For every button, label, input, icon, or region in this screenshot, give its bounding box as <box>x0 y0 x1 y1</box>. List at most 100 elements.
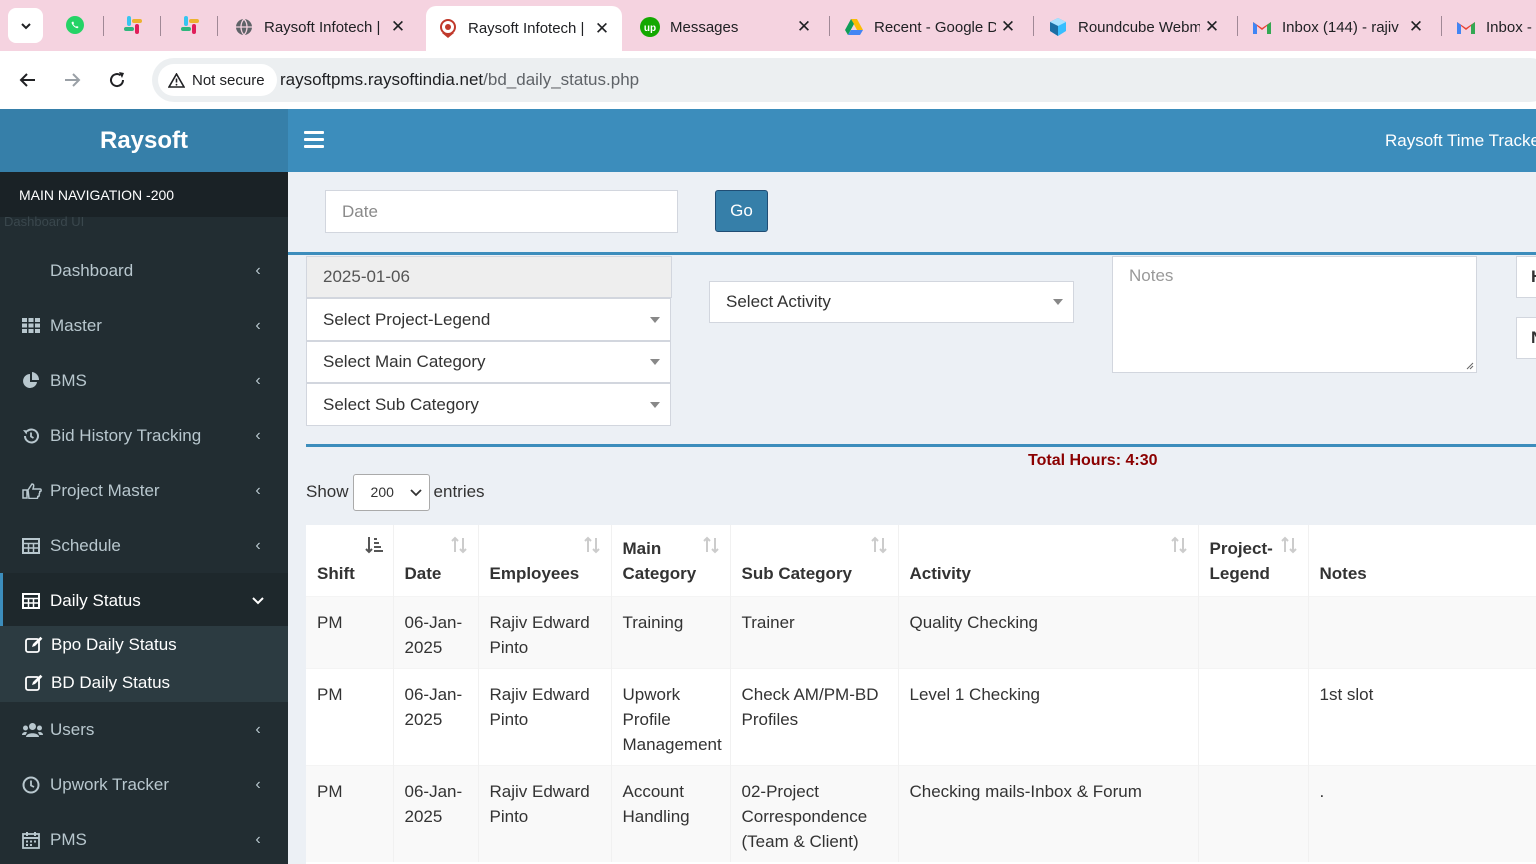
sidebar-item-bpo-daily-status[interactable]: Bpo Daily Status <box>0 626 288 664</box>
browser-tab-google-drive[interactable]: Recent - Google Dri ✕ <box>832 8 1028 46</box>
column-header-activity[interactable]: Activity <box>898 525 1199 596</box>
sort-icon <box>450 536 467 554</box>
total-hours: Total Hours: 4:30 <box>1028 452 1158 469</box>
column-header-label: Employees <box>489 563 580 583</box>
cell-project-legend <box>1198 667 1309 765</box>
entries-per-page-select[interactable]: 200 <box>352 473 430 511</box>
column-header-sub-category[interactable]: Sub Category <box>730 525 899 596</box>
sidebar-item-dashboard[interactable]: Dashboard ‹ <box>0 243 288 298</box>
chevron-down-icon <box>248 592 268 610</box>
chevron-down-icon <box>20 22 31 29</box>
brand-logo[interactable]: Raysoft <box>0 109 288 172</box>
roundcube-icon <box>1048 17 1068 37</box>
close-tab-icon[interactable]: ✕ <box>796 17 812 36</box>
sort-icon <box>702 536 719 554</box>
pinned-tab-whatsapp[interactable] <box>60 10 90 40</box>
sidebar-item-project-master[interactable]: Project Master ‹ <box>0 463 288 518</box>
main-category-select[interactable]: Select Main Category <box>306 341 671 383</box>
close-tab-icon[interactable]: ✕ <box>1000 17 1016 36</box>
site-info-chip[interactable]: Not secure <box>158 64 277 96</box>
column-header-label: Notes <box>1319 563 1367 583</box>
browser-tab-gmail-2[interactable]: Inbox - <box>1444 8 1536 46</box>
column-header-shift[interactable]: Shift <box>306 525 394 596</box>
column-header-date[interactable]: Date <box>393 525 479 596</box>
gmail-icon <box>1252 17 1272 37</box>
close-tab-icon[interactable]: ✕ <box>390 17 406 36</box>
next-field[interactable]: N <box>1516 317 1536 359</box>
reload-icon <box>110 72 125 88</box>
sort-icon <box>870 536 887 554</box>
browser-tab-strip: Raysoft Infotech | ✕ Raysoft Infotech | … <box>0 0 1536 51</box>
slack-icon <box>124 16 142 34</box>
tab-title: Roundcube Webm <box>1078 18 1200 36</box>
tab-title: Messages <box>670 18 739 36</box>
cell-project-legend <box>1198 595 1309 668</box>
sidebar-item-master[interactable]: Master ‹ <box>0 298 288 353</box>
pinned-tab-slack-2[interactable] <box>175 10 205 40</box>
sort-asc-icon <box>364 537 383 554</box>
gmail-icon <box>1456 17 1476 37</box>
sub-category-select[interactable]: Select Sub Category <box>306 383 671 426</box>
sidebar-item-bms[interactable]: BMS ‹ <box>0 353 288 408</box>
show-label: Show <box>306 482 349 501</box>
sidebar-item-upwork-tracker[interactable]: Upwork Tracker ‹ <box>0 757 288 812</box>
table-icon <box>22 592 50 609</box>
notes-placeholder: Notes <box>1129 266 1174 285</box>
column-header-main-category[interactable]: Main Category <box>611 525 731 596</box>
cell-main-category: Upwork Profile Management <box>611 667 731 765</box>
reload-button[interactable] <box>101 64 133 96</box>
sidebar-item-schedule[interactable]: Schedule ‹ <box>0 518 288 573</box>
chevron-left-icon: ‹ <box>255 775 261 793</box>
column-header-employees[interactable]: Employees <box>478 525 612 596</box>
browser-tab-gmail-1[interactable]: Inbox (144) - rajiv ✕ <box>1240 8 1436 46</box>
notes-textarea[interactable]: Notes <box>1112 256 1477 373</box>
tab-title: Raysoft Infotech | <box>468 20 585 37</box>
sidebar-item-label: PMS <box>50 829 87 849</box>
warning-icon <box>168 72 185 88</box>
sidebar-item-daily-status[interactable]: Daily Status <box>0 573 288 628</box>
close-tab-icon[interactable]: ✕ <box>1204 17 1220 36</box>
column-header-label: Date <box>404 563 442 583</box>
chevron-left-icon: ‹ <box>255 426 261 444</box>
browser-tab-raysoft-1[interactable]: Raysoft Infotech | ✕ <box>222 8 418 46</box>
forward-button[interactable] <box>56 64 88 96</box>
cell-date: 06-Jan-2025 <box>393 667 479 765</box>
sidebar-item-label: Users <box>50 719 95 739</box>
tab-search-button[interactable] <box>8 8 43 43</box>
address-bar[interactable]: Not secure raysoftpms.raysoftindia.net/b… <box>152 58 1536 102</box>
go-button[interactable]: Go <box>715 190 768 232</box>
sidebar-toggle-icon[interactable] <box>304 131 324 148</box>
cell-activity: Quality Checking <box>898 595 1199 668</box>
resize-handle-icon[interactable] <box>1464 360 1474 370</box>
browser-tab-roundcube[interactable]: Roundcube Webm ✕ <box>1036 8 1232 46</box>
app-header: Raysoft Time Tracker <box>288 109 1536 172</box>
pinned-tab-slack-1[interactable] <box>118 10 148 40</box>
sidebar-item-label: Bid History Tracking <box>50 425 202 445</box>
entry-date-field[interactable]: 2025-01-06 <box>306 256 672 298</box>
browser-tab-messages[interactable]: up Messages ✕ <box>628 8 824 46</box>
sidebar-item-pms[interactable]: PMS ‹ <box>0 812 288 864</box>
sidebar-item-users[interactable]: Users ‹ <box>0 702 288 757</box>
url-text[interactable]: raysoftpms.raysoftindia.net/bd_daily_sta… <box>280 70 639 90</box>
security-label: Not secure <box>192 71 265 89</box>
activity-select[interactable]: Select Activity <box>709 281 1074 323</box>
hours-field[interactable]: H <box>1516 256 1536 298</box>
entry-date-value: 2025-01-06 <box>323 267 410 286</box>
cell-main-category: Account Handling <box>611 764 731 862</box>
sidebar-item-label: Project Master <box>50 480 160 500</box>
sidebar-item-bd-daily-status[interactable]: BD Daily Status <box>0 664 288 702</box>
date-filter-input[interactable]: Date <box>325 190 678 233</box>
cell-date: 06-Jan-2025 <box>393 764 479 862</box>
column-header-notes[interactable]: Notes <box>1308 525 1536 596</box>
close-tab-icon[interactable]: ✕ <box>1408 17 1424 36</box>
entries-length-control: Show 200 entries <box>306 473 485 511</box>
browser-tab-raysoft-2[interactable]: Raysoft Infotech | ✕ <box>426 6 622 51</box>
column-header-project-legend[interactable]: Project-Legend <box>1198 525 1309 596</box>
sidebar-item-label: Master <box>50 315 102 335</box>
sidebar-item-bid-history[interactable]: Bid History Tracking ‹ <box>0 408 288 463</box>
close-tab-icon[interactable]: ✕ <box>594 18 610 38</box>
back-button[interactable] <box>12 64 44 96</box>
clock-icon <box>22 776 50 794</box>
project-legend-select[interactable]: Select Project-Legend <box>306 298 671 341</box>
sub-category-value: Select Sub Category <box>323 394 479 414</box>
